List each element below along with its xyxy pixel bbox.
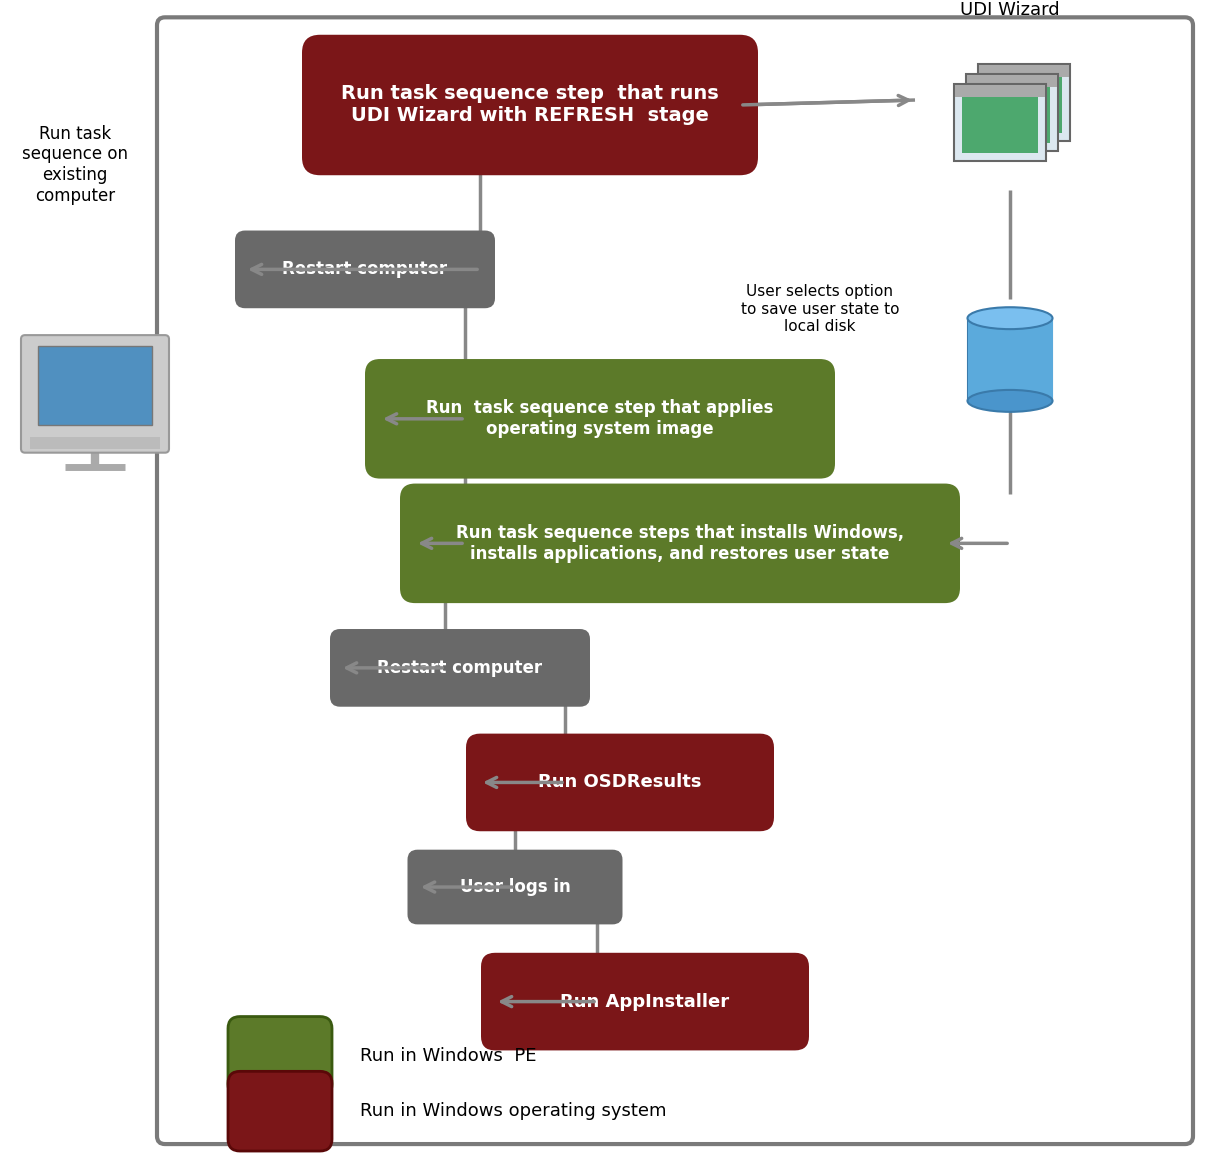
FancyBboxPatch shape (967, 75, 1058, 87)
Text: Run task
sequence on
existing
computer: Run task sequence on existing computer (22, 124, 128, 205)
Text: UDI Wizard: UDI Wizard (961, 1, 1060, 20)
FancyBboxPatch shape (401, 484, 960, 603)
FancyBboxPatch shape (365, 359, 835, 478)
FancyBboxPatch shape (227, 1017, 332, 1096)
Text: Restart computer: Restart computer (378, 658, 542, 677)
Text: Run AppInstaller: Run AppInstaller (560, 993, 730, 1010)
Text: Run task sequence step  that runs
UDI Wizard with REFRESH  stage: Run task sequence step that runs UDI Wiz… (341, 85, 719, 125)
FancyBboxPatch shape (953, 84, 1045, 160)
FancyBboxPatch shape (408, 850, 622, 924)
FancyBboxPatch shape (966, 74, 1058, 151)
Text: Run in Windows  PE: Run in Windows PE (361, 1047, 536, 1066)
Text: Restart computer: Restart computer (282, 260, 448, 279)
FancyBboxPatch shape (974, 86, 1050, 143)
FancyBboxPatch shape (30, 437, 160, 448)
FancyBboxPatch shape (330, 629, 590, 707)
FancyBboxPatch shape (482, 953, 809, 1051)
Text: User logs in: User logs in (460, 878, 570, 896)
FancyBboxPatch shape (978, 64, 1070, 140)
Text: User selects option
to save user state to
local disk: User selects option to save user state t… (741, 284, 899, 334)
FancyBboxPatch shape (38, 346, 152, 425)
FancyBboxPatch shape (466, 734, 774, 831)
Text: Run task sequence steps that installs Windows,
installs applications, and restor: Run task sequence steps that installs Wi… (456, 524, 904, 563)
FancyBboxPatch shape (227, 1072, 332, 1151)
FancyBboxPatch shape (962, 96, 1038, 153)
Text: Run OSDResults: Run OSDResults (538, 773, 702, 792)
Text: Run  task sequence step that applies
operating system image: Run task sequence step that applies oper… (426, 399, 773, 438)
FancyBboxPatch shape (302, 35, 757, 175)
FancyBboxPatch shape (235, 231, 495, 308)
FancyBboxPatch shape (955, 85, 1045, 98)
FancyBboxPatch shape (979, 65, 1068, 77)
Text: Run in Windows operating system: Run in Windows operating system (361, 1102, 667, 1120)
FancyBboxPatch shape (21, 336, 169, 453)
FancyBboxPatch shape (968, 317, 1053, 401)
Ellipse shape (968, 308, 1053, 330)
Ellipse shape (968, 390, 1053, 412)
FancyBboxPatch shape (986, 77, 1062, 132)
FancyBboxPatch shape (157, 17, 1193, 1144)
